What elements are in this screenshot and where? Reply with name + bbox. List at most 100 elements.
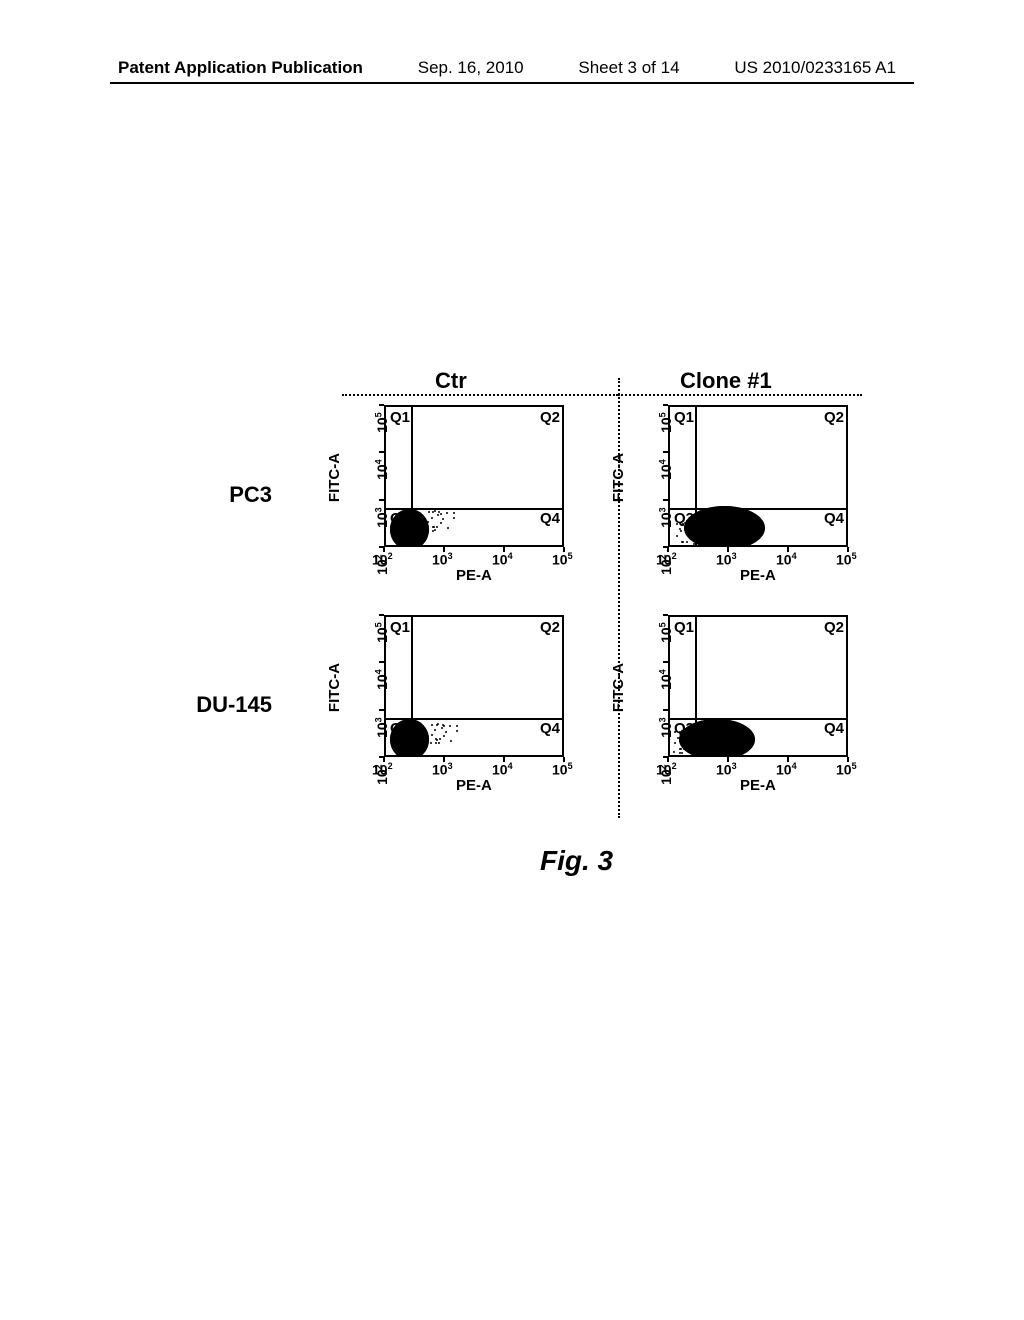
y-tick-label: 103	[658, 507, 675, 528]
quadrant-label-q4: Q4	[824, 510, 844, 527]
plot-box: Q1Q2Q3Q4	[384, 615, 564, 757]
data-cloud	[390, 719, 430, 757]
quadrant-label-q2: Q2	[824, 409, 844, 426]
data-point	[676, 535, 678, 537]
data-point	[695, 753, 697, 755]
y-tick	[379, 404, 384, 406]
x-tick-label: 104	[492, 761, 513, 778]
x-tick	[503, 757, 505, 762]
data-point	[442, 724, 444, 726]
data-point	[439, 738, 441, 740]
y-tick-label: 105	[658, 622, 675, 643]
quadrant-label-q1: Q1	[390, 409, 410, 426]
quadrant-label-q1: Q1	[674, 409, 694, 426]
quadrant-label-q1: Q1	[390, 619, 410, 636]
y-tick	[379, 614, 384, 616]
data-point	[681, 752, 683, 754]
plot-pc3-clone1: Q1Q2Q3Q4FITC-APE-A1021031041051021031041…	[626, 402, 851, 582]
data-point	[679, 748, 681, 750]
y-tick	[379, 499, 384, 501]
data-point	[674, 545, 676, 547]
x-tick	[847, 547, 849, 552]
y-tick	[379, 451, 384, 453]
x-tick	[443, 547, 445, 552]
data-point	[442, 518, 444, 520]
data-point	[681, 546, 683, 547]
y-tick	[663, 661, 668, 663]
y-tick	[379, 661, 384, 663]
plot-du145-clone1: Q1Q2Q3Q4FITC-APE-A1021031041051021031041…	[626, 612, 851, 792]
quadrant-label-q1: Q1	[674, 619, 694, 636]
data-point	[450, 740, 452, 742]
y-tick-label: 105	[658, 412, 675, 433]
y-tick-label: 103	[658, 717, 675, 738]
x-axis-label: PE-A	[740, 777, 776, 794]
x-tick-label: 103	[716, 761, 737, 778]
quadrant-label-q2: Q2	[540, 619, 560, 636]
data-point	[679, 528, 681, 530]
data-point	[686, 541, 688, 543]
data-point	[443, 735, 445, 737]
y-axis-label: FITC-A	[326, 453, 343, 502]
figure-caption: Fig. 3	[540, 845, 613, 877]
data-point	[674, 742, 676, 744]
x-tick-label: 102	[656, 761, 677, 778]
data-point	[430, 742, 432, 744]
x-tick	[847, 757, 849, 762]
publication-label: Patent Application Publication	[118, 58, 363, 78]
data-point	[673, 751, 675, 753]
x-tick	[727, 757, 729, 762]
data-point	[699, 524, 701, 526]
data-point	[437, 514, 439, 516]
y-tick	[663, 451, 668, 453]
data-point	[702, 733, 704, 735]
x-tick	[563, 757, 565, 762]
data-point	[680, 530, 682, 532]
x-tick	[667, 757, 669, 762]
data-point	[432, 526, 434, 528]
data-point	[700, 543, 702, 545]
data-point	[684, 522, 686, 524]
data-point	[440, 522, 442, 524]
x-tick	[667, 547, 669, 552]
x-tick	[383, 757, 385, 762]
x-tick-label: 105	[552, 761, 573, 778]
x-tick	[383, 547, 385, 552]
sheet-number: Sheet 3 of 14	[578, 58, 679, 78]
x-axis-label: PE-A	[740, 567, 776, 584]
data-point	[456, 725, 458, 727]
y-tick-label: 104	[658, 460, 675, 481]
data-point	[431, 724, 433, 726]
data-point	[431, 734, 433, 736]
data-point	[427, 521, 429, 523]
plot-box: Q1Q2Q3Q4	[384, 405, 564, 547]
data-point	[445, 731, 447, 733]
plot-du145-ctr: Q1Q2Q3Q4FITC-APE-A1021031041051021031041…	[342, 612, 567, 792]
column-header-clone1: Clone #1	[680, 368, 772, 394]
plot-box: Q1Q2Q3Q4	[668, 615, 848, 757]
data-point	[447, 527, 449, 529]
data-point	[443, 725, 445, 727]
quadrant-divider-horizontal	[670, 508, 846, 510]
publication-number: US 2010/0233165 A1	[734, 58, 896, 78]
top-dash-left	[342, 394, 618, 396]
data-point	[456, 730, 458, 732]
column-header-ctr: Ctr	[435, 368, 467, 394]
x-tick-label: 105	[552, 551, 573, 568]
column-divider-dash	[618, 378, 620, 818]
x-axis-label: PE-A	[456, 567, 492, 584]
data-point	[686, 731, 688, 733]
y-axis-label: FITC-A	[610, 663, 627, 712]
x-tick-label: 104	[492, 551, 513, 568]
y-tick-label: 103	[374, 717, 391, 738]
y-axis-label: FITC-A	[326, 663, 343, 712]
y-tick-label: 105	[374, 412, 391, 433]
data-cloud	[390, 509, 430, 547]
data-point	[434, 510, 436, 512]
x-tick-label: 103	[432, 761, 453, 778]
data-point	[431, 517, 433, 519]
data-point	[440, 513, 442, 515]
x-tick	[727, 547, 729, 552]
x-tick-label: 105	[836, 761, 857, 778]
data-point	[696, 749, 698, 751]
